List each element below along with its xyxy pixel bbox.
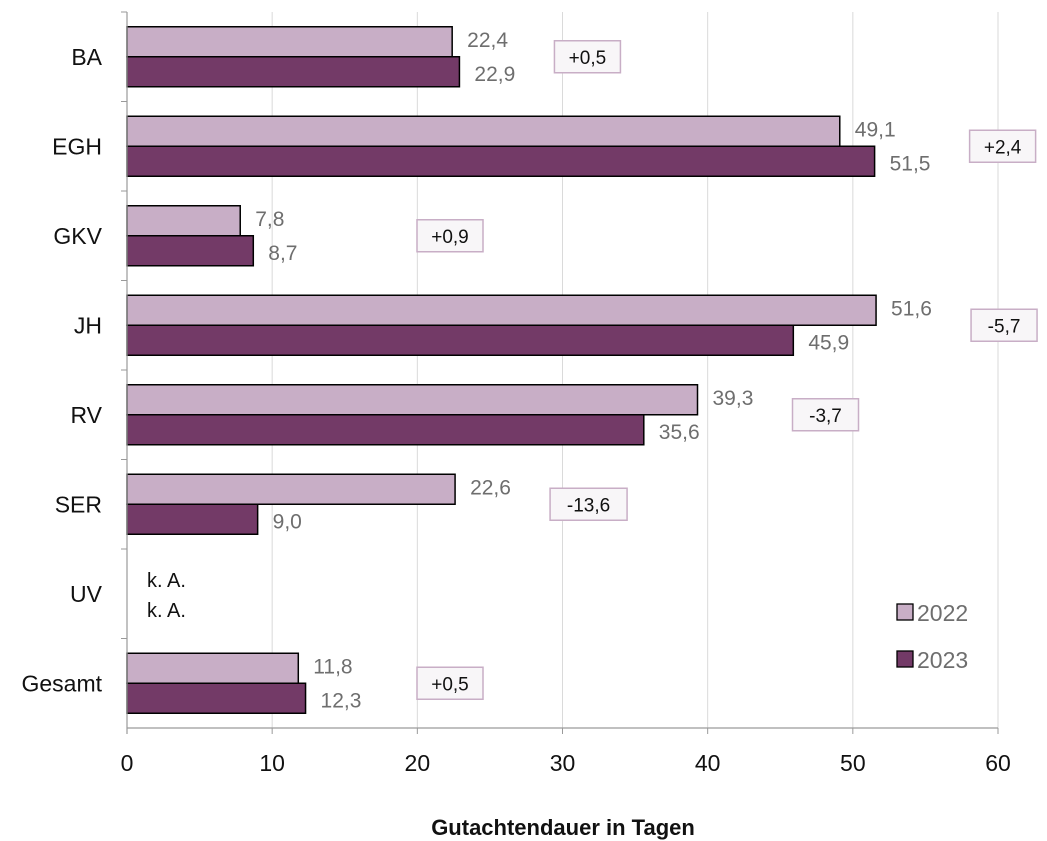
data-label: 11,8	[313, 655, 352, 678]
no-data-label: k. A.	[147, 570, 186, 592]
difference-box	[970, 308, 1038, 342]
difference-box	[553, 40, 622, 74]
difference-label: -13,6	[567, 495, 610, 516]
bar-2023	[126, 235, 255, 267]
difference-box	[416, 219, 484, 253]
x-tick-label: 10	[259, 750, 285, 776]
data-label: 51,6	[891, 297, 932, 320]
legend-swatch-2023	[896, 650, 914, 668]
bar-2022	[126, 205, 241, 237]
category-label: Gesamt	[21, 670, 102, 696]
bar-2022	[126, 384, 699, 416]
category-label: BA	[71, 44, 102, 70]
legend: 2022 2023	[896, 600, 968, 673]
bar-2023	[126, 503, 259, 535]
difference-label: -3,7	[809, 406, 842, 427]
bar-2022	[126, 26, 453, 58]
difference-label: +0,5	[569, 48, 607, 69]
data-label: 7,8	[255, 208, 284, 231]
bar-2022	[126, 294, 877, 326]
category-label: JH	[74, 312, 102, 338]
axes: 0 10 20 30 40 50 60	[121, 11, 1011, 776]
x-tick-label: 50	[840, 750, 866, 776]
x-tick-label: 40	[695, 750, 721, 776]
difference-box	[791, 398, 860, 432]
x-tick-label: 0	[121, 750, 134, 776]
x-tick-label: 20	[405, 750, 431, 776]
data-label: 22,9	[474, 63, 515, 86]
bar-2022	[126, 115, 841, 147]
data-label: 49,1	[855, 118, 896, 141]
bar-2022	[126, 652, 300, 684]
data-label: 8,7	[268, 242, 297, 265]
bars	[126, 26, 877, 714]
category-label: RV	[70, 402, 102, 428]
difference-label: +0,9	[431, 227, 469, 248]
category-label: UV	[70, 581, 103, 607]
data-label: 9,0	[273, 510, 302, 533]
bar-2023	[126, 682, 307, 714]
legend-label: 2022	[917, 600, 968, 626]
data-label: 12,3	[321, 689, 362, 712]
data-label: 39,3	[713, 387, 754, 410]
data-label: 22,4	[467, 29, 508, 52]
x-axis-title: Gutachtendauer in Tagen	[431, 815, 695, 840]
data-label: 45,9	[808, 331, 849, 354]
category-label: GKV	[53, 223, 102, 249]
legend-label: 2023	[917, 647, 968, 673]
difference-box	[416, 666, 484, 700]
difference-label: -5,7	[988, 316, 1021, 337]
difference-label: +0,5	[431, 674, 469, 695]
x-tick-label: 30	[550, 750, 576, 776]
data-label: 51,5	[890, 152, 931, 175]
labels: BA 22,4 22,9 +0,5 EGH 49,1 51,5 +2,4 GKV 7,8 8,7 +0…	[21, 29, 1038, 712]
legend-swatch-2022	[896, 603, 914, 621]
data-label: 22,6	[470, 476, 511, 499]
bar-2023	[126, 414, 645, 446]
difference-box	[549, 487, 628, 521]
category-label: EGH	[52, 133, 102, 159]
difference-label: +2,4	[984, 137, 1022, 158]
bar-2023	[126, 56, 461, 88]
bar-2023	[126, 324, 795, 356]
data-label: 35,6	[659, 421, 700, 444]
bar-2023	[126, 145, 876, 177]
x-tick-label: 60	[985, 750, 1011, 776]
category-label: SER	[55, 491, 102, 517]
bar-2022	[126, 473, 456, 505]
no-data-label: k. A.	[147, 600, 186, 622]
difference-box	[968, 129, 1037, 163]
